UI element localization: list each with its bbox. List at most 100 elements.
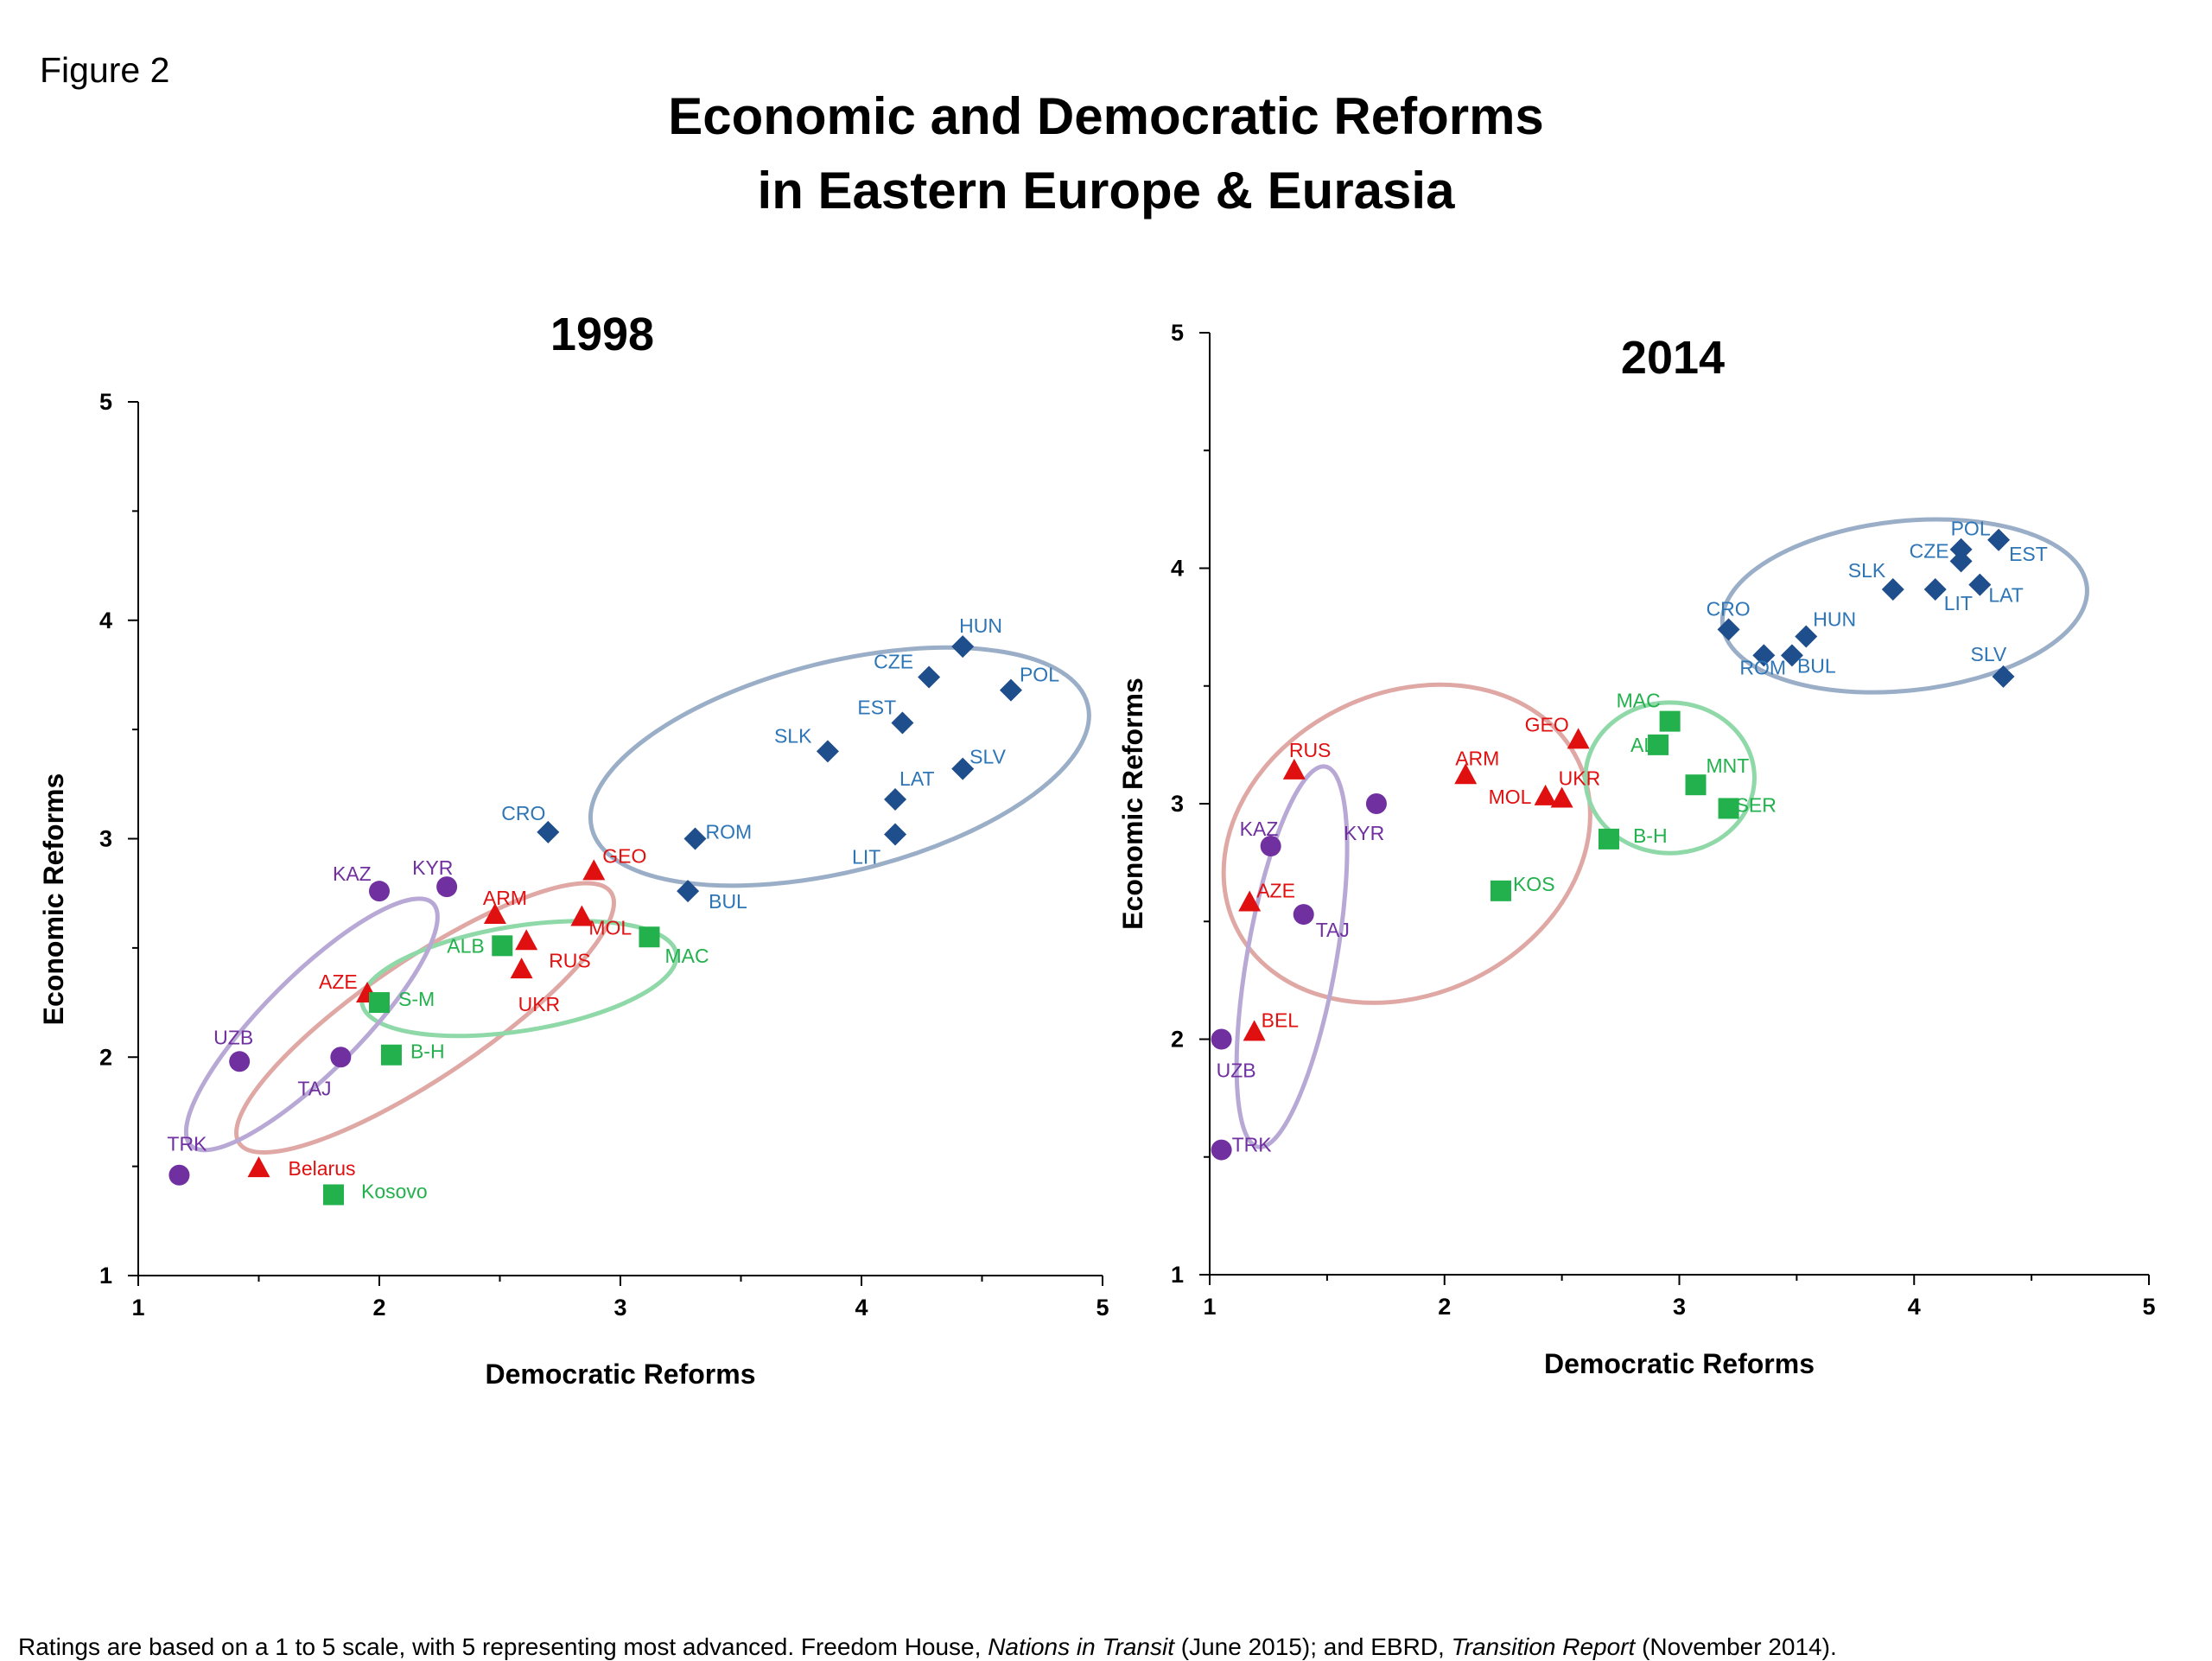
y-tick-label: 4	[99, 608, 112, 633]
point-label-arm: ARM	[1455, 747, 1499, 769]
x-tick-label: 5	[1096, 1295, 1109, 1321]
data-point-pol	[999, 678, 1022, 702]
panel-title: 1998	[550, 309, 654, 360]
point-label-b-h: B-H	[410, 1041, 445, 1063]
data-point-cze	[1949, 550, 1973, 573]
data-point-lat	[884, 788, 907, 811]
main-title-line-2: in Eastern Europe & Eurasia	[757, 162, 1455, 220]
data-point-trk	[1211, 1139, 1232, 1161]
footnote-text-2: (June 2015); and EBRD,	[1173, 1633, 1452, 1660]
point-label-slv: SLV	[1971, 643, 2007, 665]
x-axis-title: Democratic Reforms	[1544, 1348, 1815, 1379]
data-point-trk	[168, 1164, 190, 1186]
data-point-est	[1987, 528, 2011, 551]
point-label-geo: GEO	[602, 844, 646, 867]
data-point-geo	[1567, 728, 1590, 749]
data-point-bul	[677, 880, 700, 903]
data-point-rom	[1752, 644, 1776, 667]
group-ellipse-purple	[1234, 764, 1350, 1149]
x-tick-label: 3	[1673, 1294, 1686, 1320]
point-label-taj: TAJ	[297, 1077, 331, 1099]
data-point-s-m	[369, 992, 390, 1014]
point-label-slv: SLV	[969, 746, 1006, 768]
data-point-rom	[683, 827, 707, 850]
y-tick-label: 1	[99, 1263, 112, 1289]
data-point-ukr	[510, 958, 533, 979]
data-point-geo	[582, 859, 606, 881]
x-tick-label: 1	[1203, 1294, 1216, 1320]
data-point-kos	[1490, 880, 1511, 901]
point-label-kosovo: Kosovo	[361, 1180, 428, 1202]
point-label-pol: POL	[1020, 664, 1059, 686]
data-point-slk	[1881, 578, 1904, 601]
y-tick-label: 5	[1171, 320, 1184, 346]
data-point-cro	[1717, 618, 1740, 641]
x-tick-label: 1	[131, 1295, 144, 1321]
x-tick-label: 3	[613, 1295, 626, 1321]
point-label-hun: HUN	[1813, 608, 1856, 631]
point-label-alb: ALB	[1630, 734, 1668, 756]
data-point-uzb	[229, 1051, 251, 1072]
data-point-ukr	[1550, 786, 1573, 808]
data-point-bul	[1780, 644, 1803, 667]
footnote-text-3: (November 2014).	[1635, 1633, 1837, 1660]
footnote: Ratings are based on a 1 to 5 scale, wit…	[18, 1633, 1837, 1661]
data-point-aze	[1238, 890, 1262, 912]
point-label-est: EST	[2009, 543, 2048, 565]
y-tick-label: 5	[99, 389, 112, 415]
y-tick-label: 2	[99, 1044, 112, 1070]
point-label-uzb: UZB	[213, 1026, 253, 1048]
data-point-slk	[816, 740, 839, 763]
point-label-lit: LIT	[852, 845, 880, 868]
x-tick-label: 5	[2142, 1294, 2155, 1320]
point-label-ukr: UKR	[518, 993, 561, 1015]
data-point-b-h	[1598, 828, 1619, 850]
data-point-mac	[639, 926, 660, 948]
data-point-lat	[1968, 573, 1992, 596]
point-label-trk: TRK	[1232, 1134, 1273, 1156]
point-label-arm: ARM	[483, 887, 527, 909]
point-label-rus: RUS	[549, 949, 591, 971]
data-point-uzb	[1211, 1028, 1232, 1050]
data-point-arm	[483, 902, 506, 924]
point-label-pol: POL	[1951, 518, 1991, 540]
y-tick-label: 3	[99, 826, 112, 852]
y-tick-label: 4	[1171, 556, 1184, 582]
data-point-kaz	[369, 881, 390, 902]
data-point-hun	[1795, 625, 1818, 648]
y-axis-title: Economic Reforms	[38, 773, 69, 1026]
data-point-mnt	[1685, 774, 1707, 796]
main-title: Economic and Democratic Reforms in Easte…	[0, 80, 2212, 228]
data-point-est	[891, 711, 914, 735]
point-label-kaz: KAZ	[1240, 818, 1279, 840]
figure-label: Figure 2	[40, 50, 170, 90]
point-label-mnt: MNT	[1707, 754, 1750, 777]
main-title-line-1: Economic and Democratic Reforms	[668, 87, 1544, 145]
y-tick-label: 2	[1171, 1027, 1184, 1053]
group-ellipse-red	[234, 881, 616, 1155]
point-label-kos: KOS	[1513, 873, 1555, 895]
point-label-rus: RUS	[1289, 739, 1332, 761]
data-point-mol	[570, 905, 594, 926]
group-ellipse-blue	[588, 645, 1091, 888]
point-label-cze: CZE	[1910, 539, 1949, 562]
point-label-hun: HUN	[959, 614, 1002, 637]
point-label-uzb: UZB	[1217, 1060, 1256, 1082]
data-point-arm	[1454, 763, 1478, 785]
data-point-lit	[1923, 578, 1947, 601]
data-point-rus	[1282, 758, 1306, 780]
data-point-belarus	[247, 1156, 270, 1178]
point-label-ser: SER	[1736, 793, 1777, 816]
data-point-cze	[918, 665, 941, 689]
point-label-kyr: KYR	[412, 856, 453, 879]
data-point-mol	[1534, 784, 1557, 805]
point-label-rom: ROM	[705, 821, 752, 843]
point-label-bul: BUL	[709, 890, 747, 913]
point-label-mac: MAC	[1617, 690, 1661, 712]
point-label-belarus: Belarus	[289, 1157, 356, 1180]
point-label-slk: SLK	[1848, 559, 1886, 582]
point-label-kaz: KAZ	[333, 862, 372, 885]
point-label-cro: CRO	[1707, 597, 1751, 620]
